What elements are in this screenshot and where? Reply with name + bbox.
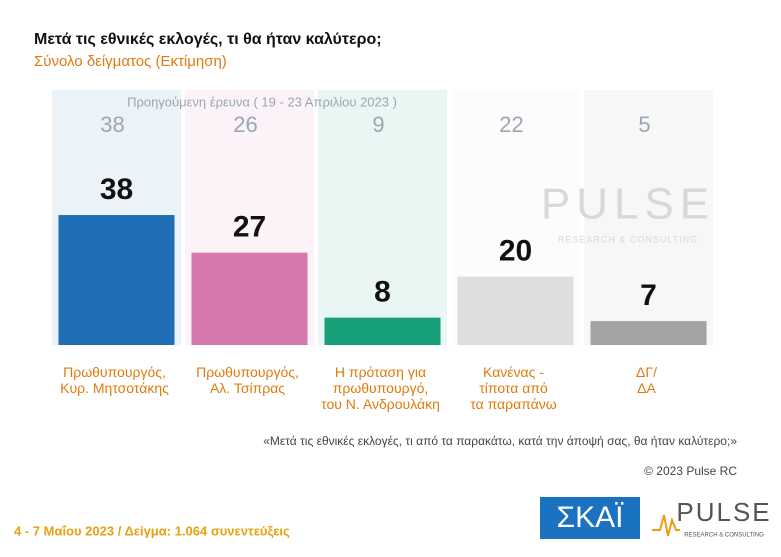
- value-label: 20: [499, 235, 532, 268]
- channel-logo-box: [540, 497, 640, 539]
- previous-value: 26: [233, 112, 257, 137]
- chart-subtitle: Σύνολο δείγματος (Εκτίμηση): [34, 53, 227, 70]
- column-background: [318, 90, 447, 345]
- previous-value: 38: [100, 112, 124, 137]
- value-label: 8: [374, 276, 391, 309]
- category-label: Πρωθυπουργός, Κυρ. Μητσοτάκης: [60, 364, 169, 396]
- chart-title: Μετά τις εθνικές εκλογές, τι θα ήταν καλ…: [34, 31, 382, 48]
- legend-previous: Προηγούμενη έρευνα ( 19 - 23 Απριλίου 20…: [127, 94, 397, 109]
- channel-logo: ΣΚΑΪ: [557, 501, 625, 534]
- watermark: PULSE: [541, 180, 715, 229]
- pulse-icon: [652, 514, 680, 537]
- value-label: 27: [233, 211, 266, 244]
- footer: 4 - 7 Μαΐου 2023 / Δείγμα: 1.064 συνεντε…: [14, 523, 290, 538]
- category-label: Κανένας - τίποτα από τα παραπάνω: [470, 364, 557, 412]
- pollster-logo: PULSE: [676, 497, 771, 527]
- copyright: © 2023 Pulse RC: [644, 464, 737, 478]
- bar: [457, 276, 574, 345]
- category-label: ΔΓ/ ΔΑ: [636, 364, 657, 396]
- value-label: 38: [100, 173, 133, 206]
- category-label: Πρωθυπουργός, Αλ. Τσίπρας: [196, 364, 299, 396]
- watermark-tagline: RESEARCH & CONSULTING: [558, 234, 698, 244]
- bar: [324, 317, 441, 345]
- bar: [590, 321, 707, 345]
- bar: [58, 215, 175, 345]
- column-background: [584, 90, 713, 345]
- bar: [191, 252, 308, 345]
- question-note: «Μετά τις εθνικές εκλογές, τι από τα παρ…: [263, 434, 737, 448]
- pollster-tagline: RESEARCH & CONSULTING: [684, 533, 764, 539]
- previous-value: 5: [638, 112, 650, 137]
- category-label: Η πρόταση για πρωθυπουργό, του Ν. Ανδρου…: [321, 364, 440, 412]
- previous-value: 9: [372, 112, 384, 137]
- previous-value: 22: [499, 112, 523, 137]
- value-label: 7: [640, 279, 657, 312]
